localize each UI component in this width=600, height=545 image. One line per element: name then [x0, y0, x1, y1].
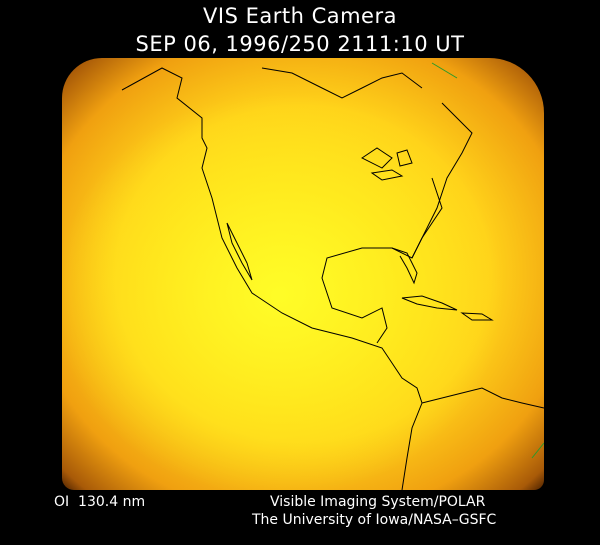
- image-title: VIS Earth Camera: [203, 4, 397, 28]
- hispaniola: [460, 312, 494, 321]
- cuba: [401, 295, 458, 311]
- credit-label: The University of Iowa/NASA–GSFC: [252, 512, 497, 528]
- earth-uv-image: [62, 58, 544, 490]
- great-lakes: [361, 147, 413, 181]
- grid-line: [531, 442, 544, 459]
- wavelength-label: OI 130.4 nm: [54, 494, 146, 510]
- hudson-bay: [261, 67, 423, 99]
- observation-timestamp: SEP 06, 1996/250 2111:10 UT: [135, 32, 465, 56]
- south-america-coast: [421, 387, 544, 409]
- north-america-west-coast: [121, 67, 423, 490]
- grid-line: [431, 62, 458, 79]
- east-coast: [411, 102, 473, 259]
- florida: [391, 247, 418, 285]
- gulf-coast: [321, 177, 443, 344]
- baja-california: [226, 222, 253, 281]
- instrument-label: Visible Imaging System/POLAR: [270, 494, 486, 510]
- coastline-overlay: [121, 62, 544, 490]
